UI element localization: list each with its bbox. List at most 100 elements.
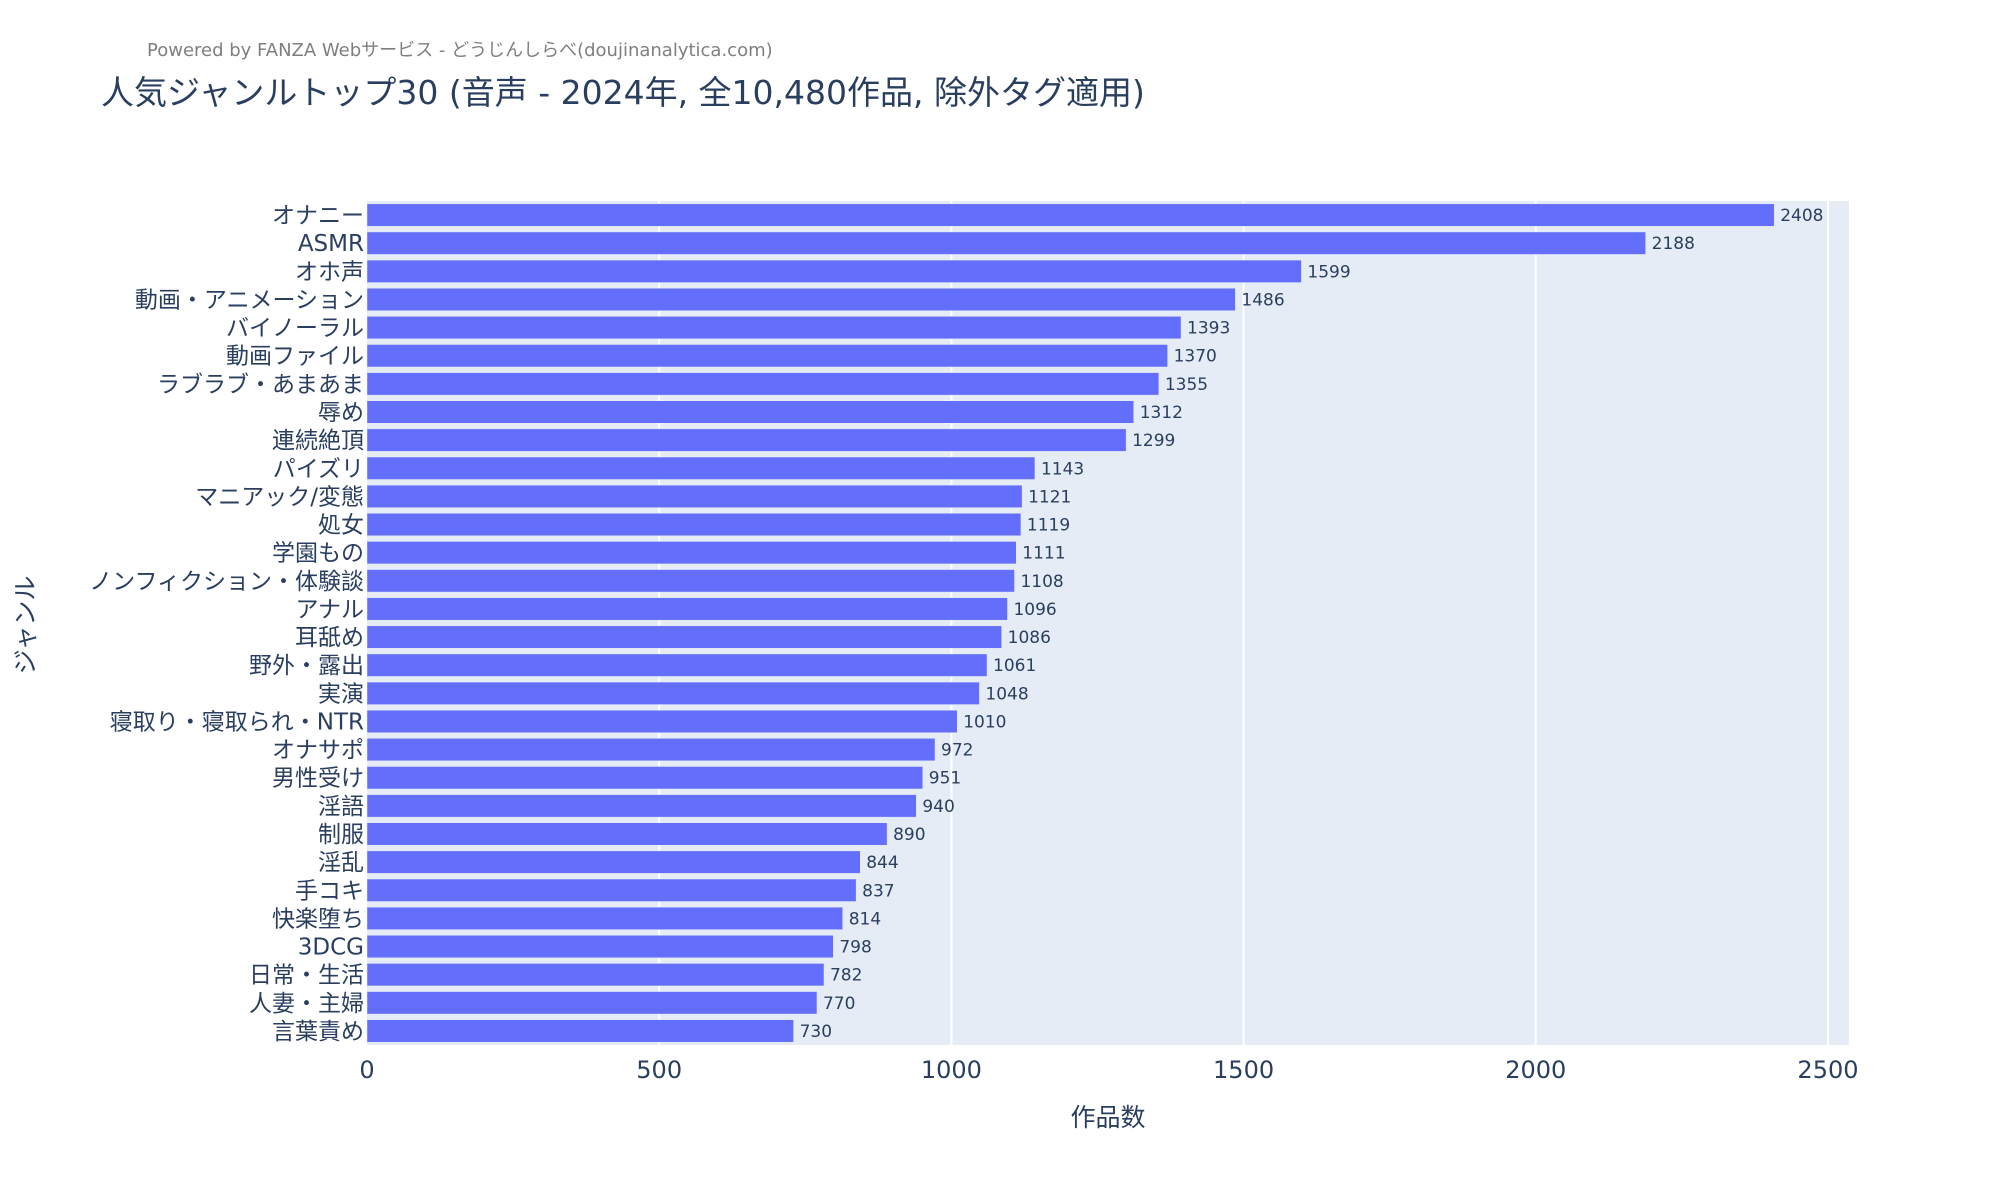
x-tick-labels: 0 500 1000 1500 2000 2500 [359, 1056, 1858, 1084]
bar-value-label: 1096 [1013, 600, 1056, 620]
bar [366, 203, 1775, 227]
bar-value-label: 730 [800, 1022, 832, 1042]
x-tick-label: 0 [359, 1056, 374, 1084]
y-category-label: 淫乱 [318, 850, 364, 876]
bar-value-label: 1086 [1008, 628, 1051, 648]
powered-by-credit: Powered by FANZA Webサービス - どうじんしらべ(douji… [147, 40, 773, 61]
bar-value-label: 1061 [993, 656, 1036, 676]
y-category-label: 動画・アニメーション [135, 287, 364, 313]
bar-value-label: 770 [823, 994, 855, 1014]
bar [366, 344, 1168, 368]
bar-value-label: 837 [862, 881, 894, 901]
bar [366, 822, 888, 846]
y-category-label: 快楽堕ち [272, 906, 364, 932]
gridlines [658, 201, 1829, 1045]
bar [366, 794, 917, 818]
bars: 2408 2188 1599 1486 1393 1370 1355 1312 1299 1143… [366, 203, 1823, 1043]
bar [366, 484, 1023, 508]
bar-value-label: 814 [849, 909, 881, 929]
bar-value-label: 972 [941, 741, 973, 761]
y-category-label: 実演 [318, 681, 364, 707]
y-category-label: 人妻・主婦 [249, 991, 364, 1017]
bar [366, 513, 1022, 537]
y-category-label: オナサポ [272, 738, 364, 764]
bar [366, 625, 1002, 649]
bar [366, 569, 1015, 593]
bar-value-label: 1299 [1132, 431, 1175, 451]
bar [366, 738, 936, 762]
bar-value-label: 1370 [1174, 347, 1217, 367]
bar [366, 991, 818, 1015]
y-category-label: 学園もの [272, 541, 364, 567]
y-category-label: ノンフィクション・体験談 [89, 569, 364, 595]
y-category-label: 制服 [318, 822, 364, 848]
bar [366, 935, 834, 959]
x-tick-label: 1500 [1213, 1056, 1274, 1084]
bar [366, 428, 1127, 452]
bar [366, 653, 988, 677]
bar-value-label: 2408 [1780, 206, 1823, 226]
bar [366, 372, 1160, 396]
bar [366, 681, 980, 705]
bar [366, 231, 1646, 255]
bar [366, 963, 825, 987]
x-tick-label: 500 [636, 1056, 682, 1084]
bar [366, 597, 1008, 621]
bar-value-label: 844 [866, 853, 898, 873]
bar-value-label: 1119 [1027, 516, 1070, 536]
y-category-label: 日常・生活 [249, 963, 364, 989]
bar-value-label: 1486 [1241, 290, 1284, 310]
y-category-label: 手コキ [295, 878, 364, 904]
y-category-label: 淫語 [318, 794, 364, 820]
x-tick-label: 1000 [921, 1056, 982, 1084]
x-tick-label: 2500 [1797, 1056, 1858, 1084]
y-category-label: 言葉責め [272, 1019, 364, 1045]
bar-value-label: 1108 [1020, 572, 1063, 592]
y-category-label: ASMR [298, 231, 364, 257]
y-category-label: 連続絶頂 [272, 428, 364, 454]
bar-value-label: 1121 [1028, 487, 1071, 507]
y-category-label: 処女 [318, 513, 364, 539]
y-category-label: 動画ファイル [226, 344, 364, 370]
bar [366, 316, 1182, 340]
y-category-label: ラブラブ・あまあま [157, 372, 364, 398]
y-category-labels: オナニーASMRオホ声動画・アニメーションバイノーラル動画ファイルラブラブ・あま… [89, 203, 364, 1045]
bar-value-label: 782 [830, 966, 862, 986]
bar [366, 878, 857, 902]
bar-value-label: 1143 [1041, 459, 1084, 479]
bar [366, 456, 1036, 480]
bar [366, 709, 958, 733]
y-category-label: 男性受け [272, 766, 364, 792]
bar-value-label: 1048 [985, 684, 1028, 704]
bar-value-label: 940 [922, 797, 954, 817]
bar-value-label: 1111 [1022, 544, 1065, 564]
x-tick-label: 2000 [1505, 1056, 1566, 1084]
y-category-label: 寝取り・寝取られ・NTR [110, 709, 364, 735]
y-category-label: 耳舐め [295, 625, 364, 651]
y-category-label: 辱め [318, 400, 364, 426]
bar [366, 400, 1134, 424]
chart-title: 人気ジャンルトップ30 (音声 - 2024年, 全10,480作品, 除外タグ… [101, 73, 1145, 112]
bar [366, 906, 843, 930]
bar [366, 850, 861, 874]
plot-background [367, 201, 1849, 1045]
y-category-label: 3DCG [298, 935, 364, 961]
y-category-label: マニアック/変態 [195, 484, 364, 510]
y-category-label: オホ声 [295, 259, 364, 285]
bar [366, 766, 923, 790]
bar-value-label: 951 [929, 769, 961, 789]
bar-value-label: 798 [839, 938, 871, 958]
bar [366, 287, 1236, 311]
bar-value-label: 1355 [1165, 375, 1208, 395]
bar-value-label: 1010 [963, 712, 1006, 732]
x-axis-title: 作品数 [1070, 1103, 1145, 1132]
bar-value-label: 1393 [1187, 319, 1230, 339]
bar-value-label: 1599 [1307, 262, 1350, 282]
y-category-label: オナニー [272, 203, 364, 229]
bar-value-label: 2188 [1652, 234, 1695, 254]
bar [366, 259, 1302, 283]
y-category-label: 野外・露出 [249, 653, 364, 679]
bar [366, 541, 1017, 565]
y-category-label: アナル [295, 597, 364, 623]
